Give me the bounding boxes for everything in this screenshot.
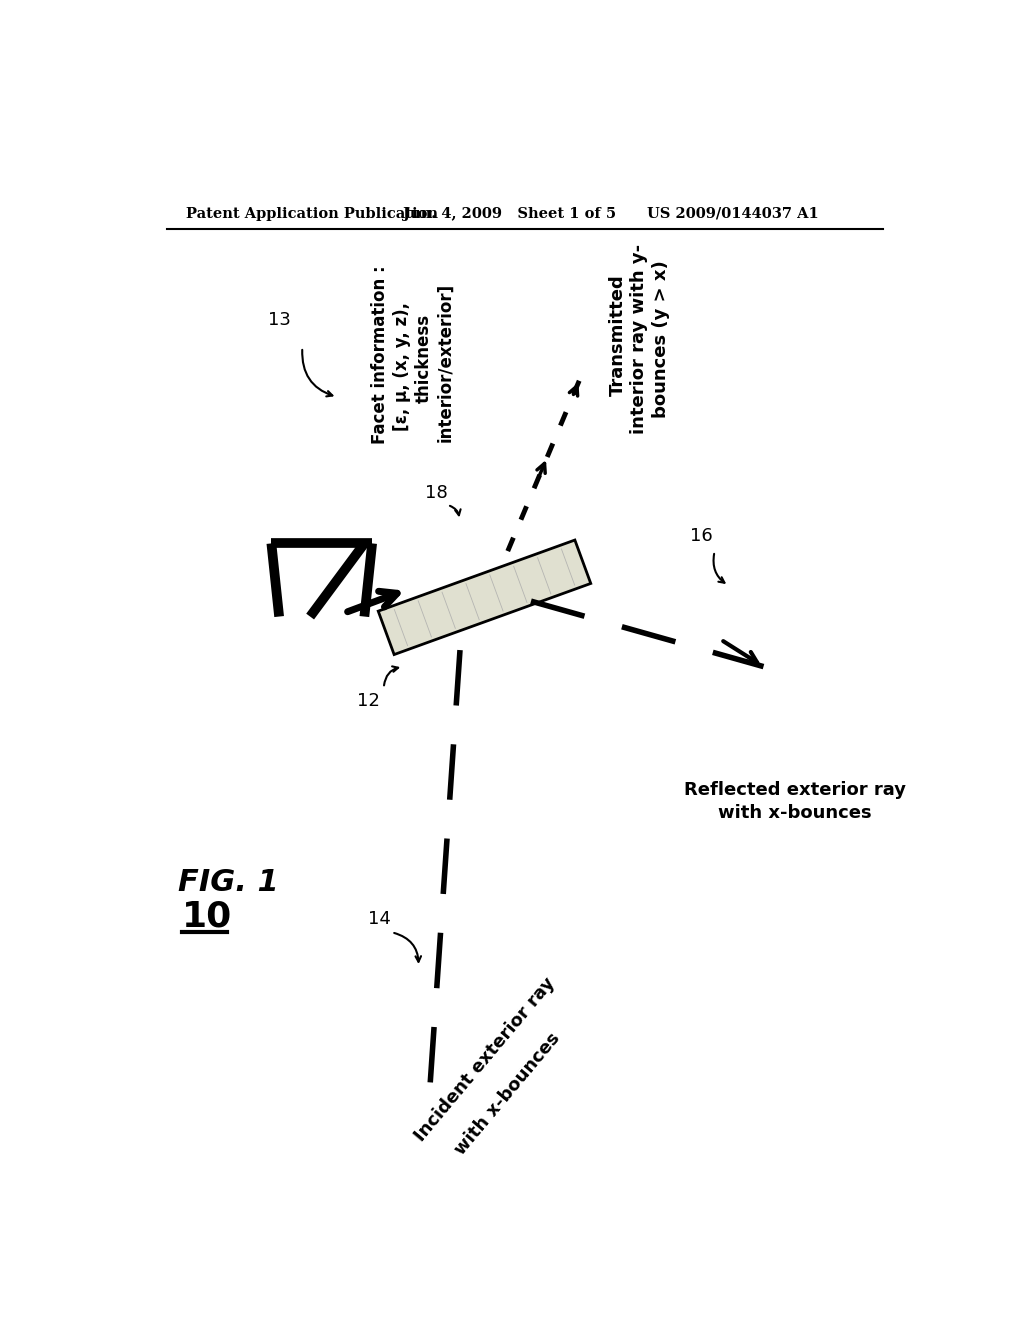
Text: with x-bounces: with x-bounces: [718, 804, 871, 822]
Text: FIG. 1: FIG. 1: [178, 867, 280, 896]
Text: Jun. 4, 2009   Sheet 1 of 5: Jun. 4, 2009 Sheet 1 of 5: [403, 207, 616, 220]
Text: thickness: thickness: [415, 314, 432, 403]
Text: Facet information :: Facet information :: [371, 265, 389, 444]
Text: 14: 14: [369, 911, 391, 928]
Text: with x-bounces: with x-bounces: [452, 1030, 564, 1159]
Text: Reflected exterior ray: Reflected exterior ray: [683, 781, 905, 799]
Text: interior ray with y-: interior ray with y-: [630, 244, 648, 434]
Text: 18: 18: [425, 484, 447, 503]
Text: US 2009/0144037 A1: US 2009/0144037 A1: [647, 207, 819, 220]
Text: [ε, μ, (x, y, z),: [ε, μ, (x, y, z),: [392, 302, 411, 430]
Text: Patent Application Publication: Patent Application Publication: [186, 207, 438, 220]
Text: interior/exterior]: interior/exterior]: [436, 282, 454, 442]
Text: 12: 12: [356, 692, 380, 710]
Polygon shape: [378, 540, 591, 655]
Text: 10: 10: [182, 900, 232, 933]
Text: Incident exterior ray: Incident exterior ray: [411, 974, 558, 1144]
Text: Transmitted: Transmitted: [608, 275, 627, 396]
Text: 13: 13: [267, 312, 291, 329]
Text: bounces (y > x): bounces (y > x): [652, 260, 670, 418]
Text: 16: 16: [690, 527, 713, 545]
